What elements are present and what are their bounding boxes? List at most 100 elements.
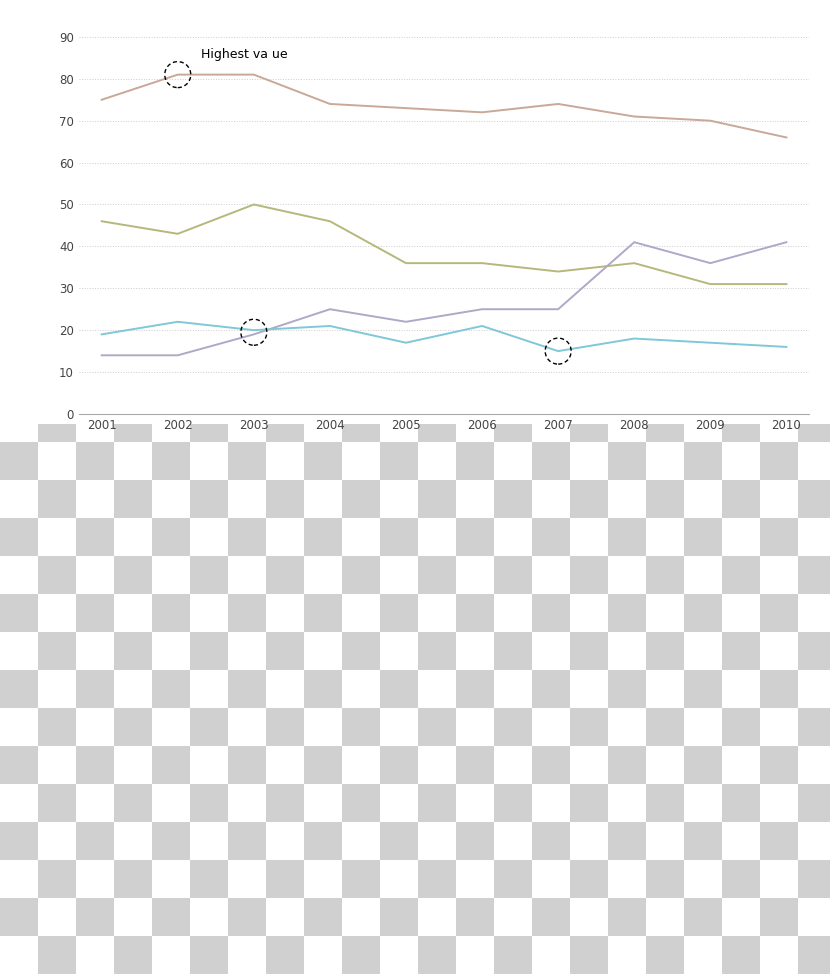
Bar [608,670,646,708]
Bar [418,594,456,632]
Bar [494,365,532,403]
Bar [38,898,76,936]
Bar [190,632,228,670]
Bar [722,480,760,518]
Bar [380,936,418,974]
Bar [76,632,114,670]
Bar [608,556,646,594]
Bar [76,480,114,518]
Bar [456,480,494,518]
Bar [570,594,608,632]
Bar [456,441,494,480]
Bar [76,670,114,708]
Bar [722,403,760,441]
Bar [228,365,266,403]
Bar [798,860,830,898]
Bar [304,784,342,822]
Bar [532,594,570,632]
Bar [76,556,114,594]
Bar [380,822,418,860]
Bar [532,746,570,784]
Bar [494,784,532,822]
Bar [304,480,342,518]
Bar [570,518,608,556]
Bar [456,518,494,556]
Bar [266,632,304,670]
Bar [532,708,570,746]
Bar [0,441,38,480]
Bar [190,480,228,518]
Bar [494,898,532,936]
Bar [608,784,646,822]
Bar [152,746,190,784]
Bar [418,670,456,708]
Bar [114,365,152,403]
Bar [76,936,114,974]
Bar [114,518,152,556]
Bar [570,898,608,936]
Bar [190,746,228,784]
Bar [380,784,418,822]
Bar [190,365,228,403]
Bar [266,746,304,784]
Bar [722,556,760,594]
Bar [380,898,418,936]
Bar [798,784,830,822]
Bar [114,670,152,708]
Bar [684,556,722,594]
Bar [418,403,456,441]
Bar [684,670,722,708]
Bar [152,860,190,898]
Bar [798,822,830,860]
Bar [266,708,304,746]
Bar [0,594,38,632]
Bar [228,556,266,594]
Bar [342,670,380,708]
Bar [304,518,342,556]
Bar [38,518,76,556]
Bar [684,936,722,974]
Bar [608,365,646,403]
Bar [684,784,722,822]
Bar [152,403,190,441]
Bar [380,556,418,594]
Bar [0,670,38,708]
Bar [190,936,228,974]
Bar [38,594,76,632]
Bar [38,556,76,594]
Bar [760,365,798,403]
Bar [0,518,38,556]
Bar [760,784,798,822]
Bar [494,556,532,594]
Bar [76,746,114,784]
Bar [38,480,76,518]
Bar [152,670,190,708]
Bar [152,822,190,860]
Bar [532,480,570,518]
Bar [684,518,722,556]
Bar [114,594,152,632]
Bar [684,632,722,670]
Bar [342,594,380,632]
Bar [418,365,456,403]
Bar [342,822,380,860]
Bar [114,556,152,594]
Bar [646,480,684,518]
Bar [646,632,684,670]
Bar [114,441,152,480]
Bar [570,670,608,708]
Bar [380,746,418,784]
Bar [494,594,532,632]
Bar [190,403,228,441]
Bar [190,708,228,746]
Bar [152,365,190,403]
Bar [38,632,76,670]
Bar [114,632,152,670]
Bar [228,746,266,784]
Bar [418,936,456,974]
Bar [646,441,684,480]
Bar [190,594,228,632]
Bar [228,936,266,974]
Bar [418,441,456,480]
Bar [646,365,684,403]
